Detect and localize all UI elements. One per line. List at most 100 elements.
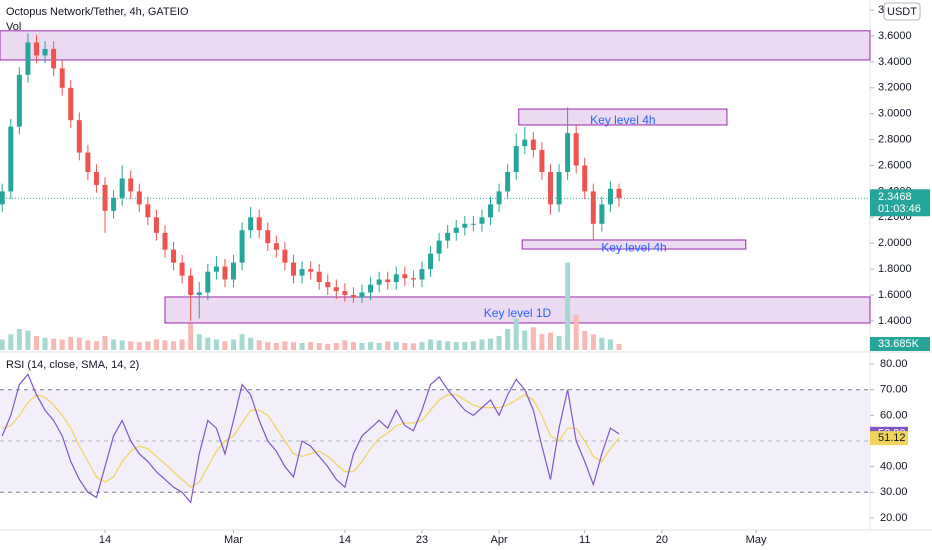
volume-badge (870, 337, 930, 351)
candle-body (462, 223, 468, 228)
volume-bar (522, 330, 528, 350)
currency-label: USDT (887, 6, 917, 18)
volume-bar (445, 341, 451, 350)
candle-body (145, 204, 151, 218)
volume-bar (171, 341, 177, 350)
candle-body (428, 253, 434, 270)
key-level-zone (521, 239, 747, 250)
candle-body (436, 240, 442, 254)
volume-bar (393, 342, 399, 350)
y-tick-label: 2.0000 (878, 237, 912, 249)
candle-body (16, 74, 22, 127)
volume-bar (410, 343, 416, 350)
candle-body (547, 171, 553, 205)
volume-bar (162, 340, 168, 350)
candle-body (213, 266, 219, 272)
volume-bar (325, 343, 331, 350)
y-tick-label: 30.00 (880, 486, 908, 498)
candle-body (368, 284, 374, 293)
volume-bar (350, 342, 356, 350)
volume-bar (479, 339, 485, 350)
volume-bar (145, 341, 151, 350)
currency-badge (883, 2, 921, 21)
y-tick-label: 3.6000 (878, 30, 912, 42)
rsi-line (2, 394, 620, 488)
candle-body (162, 232, 168, 250)
candle-body (522, 139, 528, 147)
y-tick-label: 2.6000 (878, 159, 912, 171)
volume-bar (248, 337, 254, 350)
candle-body (530, 139, 536, 150)
y-tick-label: 1.8000 (878, 263, 912, 275)
rsi-line (1, 373, 620, 504)
candle-body (479, 217, 485, 224)
candle-body (582, 165, 588, 192)
volume-badge-label: 33.685K (878, 338, 920, 350)
value-badge-label: 51.12 (878, 432, 906, 444)
candle-body (205, 271, 211, 293)
y-tick-label: 40.00 (880, 461, 908, 473)
candle-body (393, 274, 399, 283)
candle-body (470, 223, 476, 225)
volume-bar (111, 339, 117, 350)
volume-bar (590, 334, 596, 350)
volume-bar (547, 332, 553, 350)
x-tick-label: 23 (416, 534, 428, 546)
volume-bar (539, 334, 545, 350)
candle-body (342, 291, 348, 296)
candle-body (42, 48, 48, 56)
volume-bar (25, 330, 31, 350)
candle-body (93, 171, 99, 185)
x-tick-label: 14 (99, 534, 111, 546)
y-tick-label: 80.00 (880, 358, 908, 370)
volume-bar (453, 342, 459, 350)
volume-bar (556, 336, 562, 350)
candle-body (282, 249, 288, 263)
y-tick-label: 70.00 (880, 384, 908, 396)
volume-bar (33, 336, 39, 350)
volume-bar (42, 337, 48, 350)
volume-bar (282, 341, 288, 350)
candle-body (256, 217, 262, 231)
candle-body (376, 279, 382, 285)
volume-bar (196, 334, 202, 350)
candle-body (25, 42, 31, 75)
volume-bar (419, 342, 425, 350)
volume-bar (136, 342, 142, 350)
candle-body (573, 133, 579, 166)
key-level-label: Key level 4h (590, 113, 655, 127)
volume-bar (76, 337, 82, 350)
candle-body (410, 278, 416, 280)
candle-body (308, 269, 314, 272)
candle-body (59, 68, 65, 88)
candle-body (153, 217, 159, 233)
key-level-label: Key level 4h (601, 241, 666, 255)
candle-body (239, 230, 245, 263)
volume-bar (273, 343, 279, 350)
y-tick-label: 3.4000 (878, 56, 912, 68)
volume-bar (0, 339, 5, 350)
volume-bar (359, 343, 365, 350)
key-level-zone (518, 108, 728, 126)
volume-bar (385, 341, 391, 350)
candle-body (265, 230, 271, 244)
candle-body (188, 275, 194, 296)
volume-bar (428, 339, 434, 350)
key-level-zone (0, 30, 871, 61)
volume-bar (376, 343, 382, 350)
value-badge (870, 431, 908, 446)
candle-body (8, 126, 14, 192)
rsi-title: RSI (14, close, SMA, 14, 2) (6, 359, 139, 371)
volume-bar (616, 344, 622, 350)
candle-body (513, 146, 519, 172)
candle-body (599, 204, 605, 224)
volume-bar (153, 339, 159, 350)
volume-bar (93, 341, 99, 350)
volume-bar (342, 340, 348, 350)
candle-body (445, 232, 451, 241)
candle-body (565, 133, 571, 172)
volume-bar (85, 340, 91, 350)
candle-body (248, 217, 254, 231)
volume-bar (16, 329, 22, 350)
volume-bar (368, 342, 374, 350)
